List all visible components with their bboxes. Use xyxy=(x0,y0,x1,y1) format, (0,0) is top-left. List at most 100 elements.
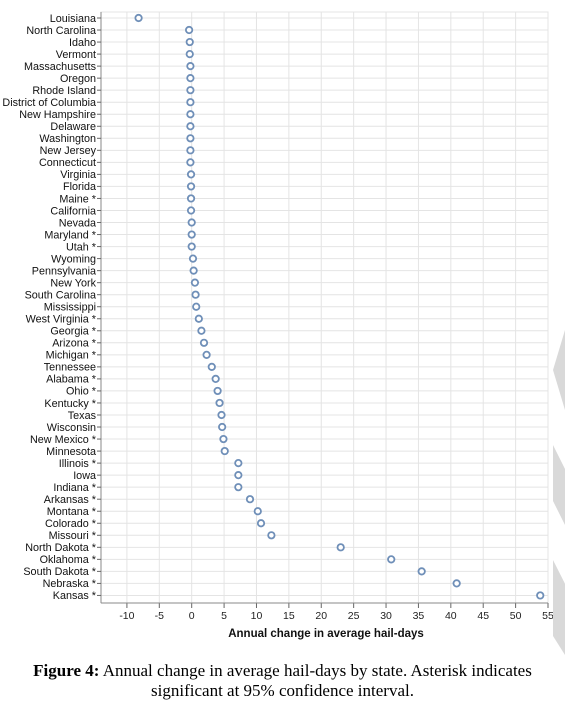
data-point xyxy=(387,555,396,564)
data-point xyxy=(186,110,195,119)
data-point xyxy=(186,134,195,143)
state-label: Georgia * xyxy=(50,326,96,338)
data-point xyxy=(234,471,243,480)
data-point xyxy=(217,410,226,420)
x-tick-label: 0 xyxy=(189,610,195,622)
state-label: South Carolina xyxy=(25,289,96,301)
data-point xyxy=(186,206,196,215)
x-tick-label: 50 xyxy=(510,610,522,622)
data-point xyxy=(215,398,224,408)
state-label: Massachusetts xyxy=(24,61,97,73)
state-label: Missouri * xyxy=(49,530,97,542)
state-label: Wyoming xyxy=(51,253,96,265)
x-tick-label: 5 xyxy=(221,610,227,622)
state-label: Connecticut xyxy=(39,157,96,169)
state-label: Florida xyxy=(63,181,96,193)
data-point xyxy=(186,182,196,191)
state-label: South Dakota * xyxy=(23,566,96,578)
data-point xyxy=(191,290,200,299)
state-label: Arizona * xyxy=(52,338,97,350)
data-point xyxy=(192,302,201,311)
data-point xyxy=(186,158,195,167)
state-label: Wisconsin xyxy=(47,422,96,434)
data-point xyxy=(186,62,195,71)
caption-label: Figure 4: xyxy=(33,661,100,680)
x-tick-label: -5 xyxy=(155,610,164,622)
data-point xyxy=(185,49,194,59)
data-point xyxy=(190,278,200,287)
state-label: Indiana * xyxy=(53,482,96,494)
state-label: Nebraska * xyxy=(43,578,97,590)
data-point xyxy=(188,254,198,263)
state-label: Alabama * xyxy=(46,374,97,386)
data-point xyxy=(256,519,266,528)
x-tick-label: 15 xyxy=(283,610,295,622)
data-point xyxy=(186,170,196,179)
data-point xyxy=(202,350,211,359)
data-point xyxy=(219,434,228,444)
data-point xyxy=(186,122,195,131)
data-point xyxy=(186,74,195,83)
x-tick-label: 35 xyxy=(413,610,425,622)
state-label: Maryland * xyxy=(44,229,96,241)
data-point xyxy=(197,326,206,335)
data-point xyxy=(220,446,229,456)
edge-decoration xyxy=(553,560,565,655)
data-point xyxy=(187,230,196,239)
x-tick-label: 25 xyxy=(348,610,360,622)
state-label: New York xyxy=(50,277,96,289)
state-label: Oregon xyxy=(60,73,96,85)
data-point xyxy=(194,314,203,323)
data-point xyxy=(185,37,194,47)
state-label: Tennessee xyxy=(44,362,96,374)
x-axis-title: Annual change in average hail-days xyxy=(228,628,424,640)
state-label: Virginia xyxy=(60,169,96,181)
state-label: Kansas * xyxy=(53,590,97,602)
data-point xyxy=(187,242,196,251)
data-point xyxy=(452,579,461,588)
data-point xyxy=(336,543,345,552)
data-point xyxy=(186,146,195,155)
data-point xyxy=(134,13,143,23)
data-point xyxy=(199,338,209,347)
state-label: Arkansas * xyxy=(44,494,97,506)
x-tick-label: 40 xyxy=(445,610,457,622)
data-point xyxy=(187,218,196,227)
data-point xyxy=(234,459,243,468)
edge-decoration xyxy=(553,445,565,525)
state-label: Iowa xyxy=(73,470,96,482)
hail-days-chart: -10 -5 0 5 10 15 20 25 30 35 40 45 50 55 LouisianaNor… xyxy=(2,11,554,640)
state-label: Montana * xyxy=(47,506,97,518)
state-label: Kentucky * xyxy=(44,398,96,410)
state-label: Rhode Island xyxy=(32,85,96,97)
state-label: Maine * xyxy=(59,193,96,205)
data-points xyxy=(134,13,545,600)
plot-frame xyxy=(100,11,549,604)
state-label: Ohio * xyxy=(66,386,97,398)
axes: -10 -5 0 5 10 15 20 25 30 35 40 45 50 55 xyxy=(97,12,554,622)
data-point xyxy=(186,194,196,203)
data-point xyxy=(207,362,216,371)
state-label: Colorado * xyxy=(45,518,97,530)
data-point xyxy=(245,495,255,504)
x-tick-label: 20 xyxy=(315,610,327,622)
x-tick-label: 45 xyxy=(477,610,489,622)
state-label: Washington xyxy=(39,133,96,145)
state-label: District of Columbia xyxy=(2,97,96,109)
state-label: Mississippi xyxy=(44,302,96,314)
data-point xyxy=(213,386,222,396)
state-label: Texas xyxy=(68,410,97,422)
data-point xyxy=(267,531,276,540)
x-tick-label: -10 xyxy=(119,610,134,622)
figure-caption: Figure 4: Annual change in average hail-… xyxy=(0,661,565,701)
state-label: North Carolina xyxy=(26,25,96,37)
state-label: Michigan * xyxy=(46,350,97,362)
x-tick-label: 10 xyxy=(251,610,263,622)
state-label: Idaho xyxy=(69,37,96,49)
state-label: New Hampshire xyxy=(19,109,96,121)
x-tick-label: 30 xyxy=(380,610,392,622)
data-point xyxy=(253,507,262,516)
data-point xyxy=(234,483,243,492)
data-point xyxy=(417,567,426,576)
